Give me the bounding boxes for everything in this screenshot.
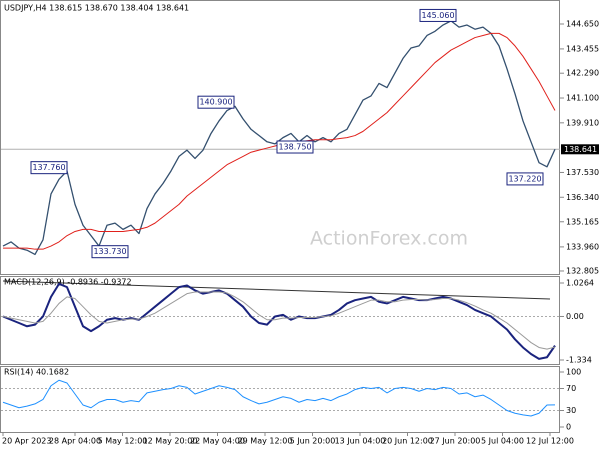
current-price-label: 138.641 xyxy=(564,145,597,154)
y-tick-label: 143.455 xyxy=(566,44,599,53)
x-tick-label: 20 Jun 12:00 xyxy=(382,437,433,446)
current-price-box xyxy=(561,144,599,155)
y-tick-label: 135.165 xyxy=(566,217,599,226)
price-label-box xyxy=(197,95,235,109)
x-tick-label: 12 Jul 12:00 xyxy=(526,437,574,446)
trend-line xyxy=(2,280,551,300)
price-label-box xyxy=(419,8,457,22)
x-tick-label: 12 May 20:00 xyxy=(143,437,198,446)
y-tick-label: 142.290 xyxy=(566,69,599,78)
price-label: 145.060 xyxy=(421,11,454,20)
series-line xyxy=(2,379,556,417)
price-panel xyxy=(0,0,560,275)
price-label: 137.760 xyxy=(32,163,65,172)
y-tick-label: 139.910 xyxy=(566,118,599,127)
price-label: 138.750 xyxy=(278,143,311,152)
price-label-box xyxy=(91,245,129,259)
x-tick-label: 13 Jun 04:00 xyxy=(335,437,386,446)
panel-title: USDJPY,H4 138.615 138.670 138.404 138.64… xyxy=(4,4,189,13)
y-tick-label: 133.960 xyxy=(566,242,599,251)
x-tick-label: 29 May 12:00 xyxy=(238,437,293,446)
y-tick-label: 132.805 xyxy=(566,266,599,275)
x-tick-label: 22 May 04:00 xyxy=(190,437,245,446)
y-tick-label: 141.100 xyxy=(566,94,599,103)
price-label: 133.730 xyxy=(93,247,126,256)
y-tick-label: 137.530 xyxy=(566,168,599,177)
panel-title: RSI(14) 40.1682 xyxy=(4,368,69,377)
x-tick-label: 5 Jul 04:00 xyxy=(481,437,524,446)
x-tick-label: 28 Apr 04:00 xyxy=(49,437,101,446)
series-line xyxy=(2,20,556,256)
x-tick-label: 5 Jun 20:00 xyxy=(290,437,336,446)
price-label-box xyxy=(30,161,68,175)
price-label: 140.900 xyxy=(199,98,232,107)
x-tick-label: 27 Jun 20:00 xyxy=(430,437,481,446)
x-tick-label: 20 Apr 2023 xyxy=(2,437,51,446)
macd-panel xyxy=(0,276,560,365)
y-tick-label: 0.00 xyxy=(566,312,584,321)
y-tick-label: 70 xyxy=(566,384,576,393)
panel-title: MACD(12,26,9) -0.8936 -0.9372 xyxy=(4,278,132,287)
x-tick-label: 5 May 12:00 xyxy=(98,437,148,446)
y-tick-label: 100 xyxy=(566,367,581,376)
y-tick-label: -1.334 xyxy=(566,355,592,364)
y-tick-label: 144.650 xyxy=(566,19,599,28)
rsi-panel xyxy=(0,366,560,433)
series-line xyxy=(2,291,556,350)
series-line xyxy=(2,282,556,360)
y-tick-label: 0 xyxy=(566,422,571,431)
watermark: ActionForex.com xyxy=(310,228,468,250)
price-label-box xyxy=(506,172,544,186)
y-tick-label: 30 xyxy=(566,406,576,415)
y-tick-label: 1.0264 xyxy=(566,278,594,287)
price-label: 137.220 xyxy=(508,174,541,183)
price-label-box xyxy=(276,140,314,154)
y-tick-label: 136.340 xyxy=(566,193,599,202)
